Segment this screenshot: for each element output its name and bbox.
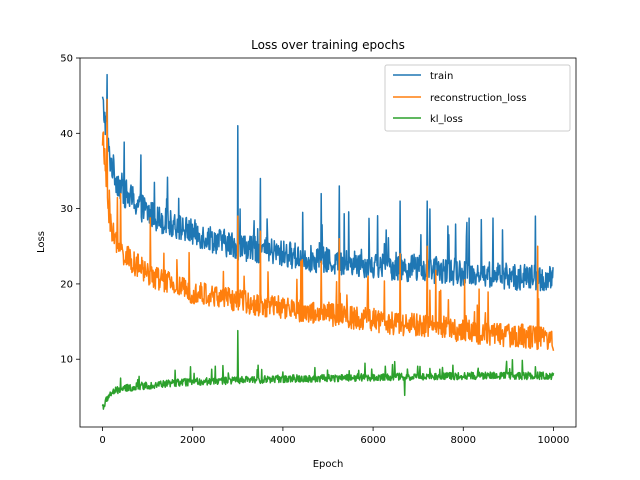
series-kl-loss-line <box>101 329 555 410</box>
legend-box <box>384 64 571 132</box>
chart-title: Loss over training epochs <box>251 38 405 52</box>
x-tick-label: 2000 <box>180 435 205 446</box>
legend-label-train: train <box>430 71 453 82</box>
legend: train reconstruction_loss kl_loss <box>384 64 571 132</box>
y-axis-label: Loss <box>36 231 47 253</box>
x-axis-label: Epoch <box>313 459 344 470</box>
legend-label-reconstruction-loss: reconstruction_loss <box>430 93 527 104</box>
series-layer <box>101 73 555 410</box>
x-axis-ticks: 0 2000 4000 6000 8000 10000 <box>99 427 569 446</box>
x-tick-label: 0 <box>99 435 105 446</box>
y-axis-ticks: 10 20 30 40 50 <box>60 54 80 366</box>
y-tick-label: 10 <box>60 355 73 366</box>
x-tick-label: 4000 <box>270 435 295 446</box>
y-tick-label: 20 <box>60 279 73 290</box>
x-tick-label: 10000 <box>538 435 570 446</box>
legend-label-kl-loss: kl_loss <box>430 114 463 125</box>
x-tick-label: 8000 <box>451 435 476 446</box>
y-tick-label: 30 <box>60 204 73 215</box>
series-reconstruction-loss-line <box>101 98 555 351</box>
axes-frame <box>79 57 577 428</box>
x-tick-label: 6000 <box>360 435 385 446</box>
y-tick-label: 50 <box>60 54 73 65</box>
series-train-line <box>101 73 554 292</box>
y-tick-label: 40 <box>60 129 73 140</box>
